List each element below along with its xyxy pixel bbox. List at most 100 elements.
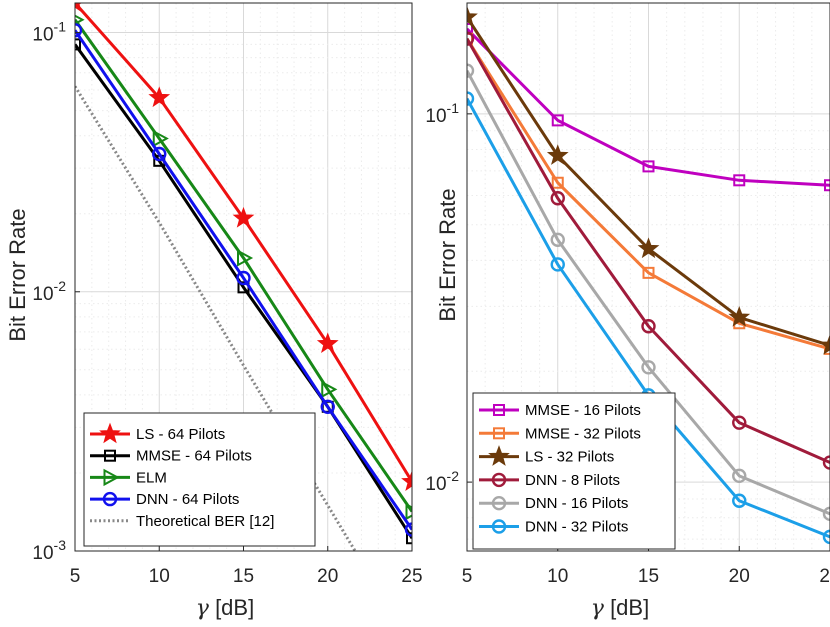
legend-marker-dnn-64-pilots [102, 491, 118, 507]
series-group [75, 3, 412, 551]
data-point-mmse-16-pilots [733, 174, 746, 187]
x-tick-label: 15 [638, 566, 659, 587]
legend-label: MMSE - 64 Pilots [136, 448, 252, 465]
data-point-dnn-8-pilots [550, 191, 565, 206]
y-tick-label: 10-2 [32, 278, 66, 305]
data-point-dnn-32-pilots [467, 91, 475, 106]
data-point-mmse-64-pilots [75, 38, 81, 51]
x-axis-symbol: γ [196, 596, 210, 621]
y-tick-base: 10 [425, 106, 446, 127]
y-tick-exponent: -3 [54, 537, 67, 553]
data-point-dnn-16-pilots [550, 232, 565, 247]
series-line-mmse-64-pilots [75, 43, 412, 540]
legend: LS - 64 Pilots MMSE - 64 Pilots ELM DNN - 6… [83, 412, 316, 547]
data-point-dnn-32-pilots [550, 257, 565, 272]
legend-label: LS - 64 Pilots [136, 426, 225, 443]
legend-label: DNN - 32 Pilots [525, 519, 628, 536]
data-point-dnn-16-pilots [641, 360, 656, 375]
legend-label: DNN - 8 Pilots [525, 472, 620, 489]
x-axis-text: [dB] [209, 595, 254, 620]
legend-label: DNN - 64 Pilots [136, 491, 239, 508]
x-axis-label: γ [dB] [196, 595, 254, 621]
data-point-elm [152, 129, 169, 148]
data-point-dnn-64-pilots [152, 146, 167, 162]
data-point-dnn-64-pilots [320, 399, 335, 414]
legend-label: ELM [136, 469, 167, 486]
series-line-mmse-16-pilots [467, 27, 830, 187]
legend-marker-mmse-64-pilots [104, 449, 116, 462]
data-point-ls-32-pilots [546, 144, 569, 165]
x-axis-symbol: γ [591, 596, 605, 621]
data-point-elm [237, 249, 254, 267]
data-point-dnn-32-pilots [732, 493, 747, 508]
data-point-dnn-32-pilots [822, 529, 830, 545]
y-tick-exponent: -2 [447, 468, 460, 484]
x-tick-label: 5 [462, 566, 473, 587]
y-tick-base: 10 [32, 284, 53, 305]
data-point-ls-32-pilots [819, 334, 830, 355]
data-point-dnn-64-pilots [236, 270, 251, 286]
data-point-ls-64-pilots [232, 206, 255, 228]
data-point-dnn-8-pilots [822, 455, 830, 470]
data-point-elm [405, 502, 412, 521]
x-tick-label: 15 [233, 566, 254, 587]
y-tick-base: 10 [32, 543, 53, 564]
data-point-ls-32-pilots [728, 306, 751, 327]
y-tick-label: 10-1 [425, 100, 459, 127]
data-point-ls-64-pilots [148, 86, 171, 108]
data-point-dnn-8-pilots [732, 415, 747, 430]
y-axis-label: Bit Error Rate [435, 188, 460, 321]
legend-label: Theoretical BER [12] [136, 513, 274, 530]
series-line-dnn-16-pilots [467, 69, 830, 516]
data-point-mmse-64-pilots [406, 532, 412, 545]
x-tick-label: 10 [547, 566, 568, 587]
y-tick-exponent: -1 [54, 19, 67, 35]
legend-marker-mmse-32-pilots [493, 427, 505, 440]
data-point-ls-32-pilots [467, 5, 478, 27]
y-tick-base: 10 [425, 474, 446, 495]
data-point-ls-64-pilots [316, 332, 339, 354]
series-line-dnn-8-pilots [467, 37, 830, 464]
x-tick-label: 25 [401, 566, 422, 587]
legend-marker-elm [103, 468, 120, 487]
series-line-elm [75, 18, 412, 513]
x-tick-label: 5 [70, 566, 81, 587]
series-line-dnn-64-pilots [75, 29, 412, 531]
data-point-ls-32-pilots [637, 237, 660, 259]
data-point-mmse-16-pilots [824, 179, 830, 192]
data-point-dnn-16-pilots [822, 506, 830, 522]
x-tick-label: 25 [819, 566, 830, 587]
data-point-elm [321, 380, 338, 399]
series-line-theoretical-ber-12 [75, 85, 357, 551]
y-tick-exponent: -2 [54, 278, 67, 294]
data-point-dnn-64-pilots [75, 23, 83, 38]
legend-marker-ls-64-pilots [99, 422, 121, 444]
legend-marker-dnn-16-pilots [491, 496, 507, 511]
legend-label: LS - 32 Pilots [525, 449, 614, 466]
x-axis-label: γ [dB] [591, 595, 649, 621]
legend-box [472, 392, 676, 550]
data-point-mmse-32-pilots [642, 266, 655, 279]
y-tick-exponent: -1 [447, 100, 460, 116]
x-tick-label: 20 [317, 566, 338, 587]
y-axis-label: Bit Error Rate [5, 208, 30, 341]
legend-marker-dnn-8-pilots [491, 472, 507, 488]
legend-label: DNN - 16 Pilots [525, 495, 628, 512]
y-tick-label: 10-2 [425, 468, 459, 495]
x-axis-text: [dB] [604, 595, 649, 620]
legend-label: MMSE - 16 Pilots [525, 402, 641, 419]
legend-label: MMSE - 32 Pilots [525, 425, 641, 442]
y-tick-label: 10-3 [32, 537, 66, 564]
data-point-ls-64-pilots [75, 3, 82, 13]
y-tick-label: 10-1 [32, 19, 66, 46]
series-line-mmse-32-pilots [467, 37, 830, 351]
data-point-dnn-64-pilots [404, 522, 412, 537]
data-point-mmse-16-pilots [551, 114, 564, 127]
legend: MMSE - 16 Pilots MMSE - 32 Pilots LS - 32 … [472, 392, 676, 550]
data-point-dnn-8-pilots [467, 31, 475, 46]
y-tick-base: 10 [32, 25, 53, 46]
data-point-dnn-8-pilots [641, 319, 656, 334]
